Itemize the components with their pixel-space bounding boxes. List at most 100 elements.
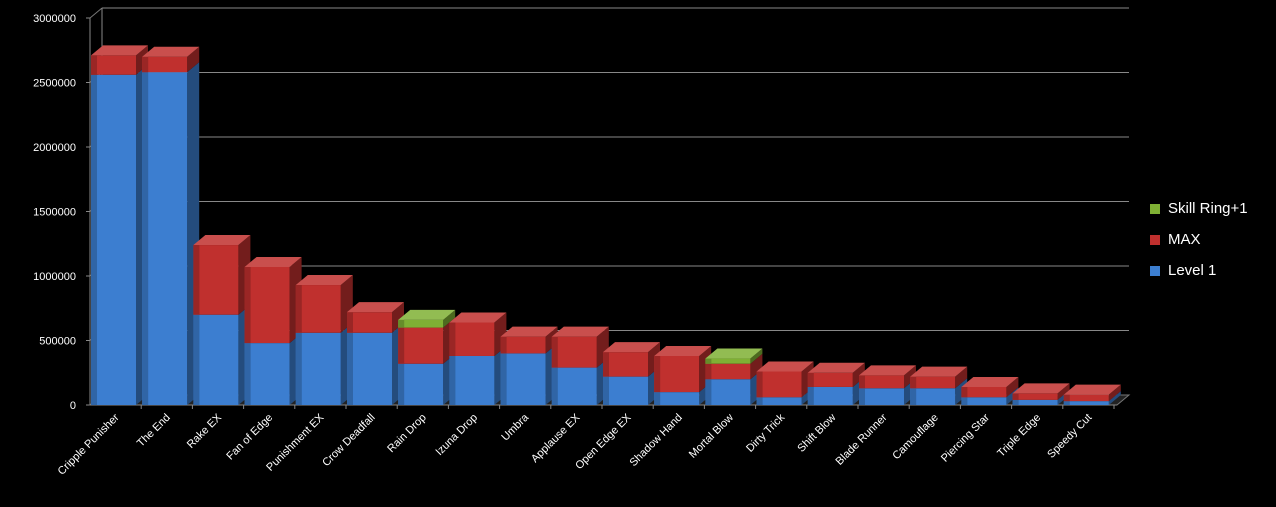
bar-shade (807, 372, 814, 387)
bar-shade (551, 367, 558, 405)
legend-label: Level 1 (1168, 262, 1217, 279)
bar-side-skill-ring-1 (443, 309, 456, 328)
bar-shade (756, 397, 763, 405)
legend-swatch (1150, 234, 1160, 245)
x-tick-label: Dirty Trick (744, 411, 787, 454)
bar-shade (449, 322, 456, 356)
bar-top-max (91, 45, 148, 56)
bar-side-skill-ring-1 (750, 348, 763, 364)
bar-shade (244, 343, 251, 405)
x-tick-label: Camouflage (890, 412, 940, 462)
bar-side-max (187, 46, 200, 73)
bar-shade (193, 245, 200, 315)
y-tick-label: 1000000 (33, 271, 76, 283)
bar-level-1 (859, 388, 904, 405)
bar-level-1 (910, 388, 956, 405)
bar-shade (756, 371, 763, 398)
bar-level-1 (1012, 399, 1058, 405)
x-tick-label: Piercing Star (939, 411, 992, 464)
x-tick-label: Izuna Drop (433, 412, 480, 459)
bar-level-1 (1063, 401, 1109, 405)
x-tick-label: Rake EX (185, 411, 225, 451)
x-tick-label: Open Edge EX (573, 411, 634, 472)
x-tick-label: Rain Drop (385, 412, 429, 456)
bar-shade (1063, 394, 1070, 402)
bar-side-max (750, 353, 763, 380)
y-tick-label: 2000000 (33, 142, 76, 154)
bar-side-max (1057, 383, 1070, 400)
bar-shade (603, 352, 609, 377)
x-tick-label: The End (135, 412, 173, 450)
bar-top-max (859, 365, 916, 376)
y-tick-labels: 0 500000 1000000 1500000 2000000 2500000 30000… (33, 13, 76, 412)
bar-shade (1012, 399, 1019, 405)
bar-top-max (910, 366, 968, 377)
x-tick-label: Speedy Cut (1045, 412, 1094, 461)
bar-top-max (449, 312, 507, 323)
bar-max (295, 285, 341, 333)
bar-side-max (545, 326, 558, 354)
bar-shade (398, 363, 405, 405)
x-tick-label: Applause EX (529, 411, 583, 465)
bar-shade (91, 74, 97, 405)
legend-swatch (1150, 265, 1160, 276)
bar-shade (654, 392, 661, 405)
bar-top-skill-ring-1 (398, 309, 456, 320)
bar-shade (398, 327, 405, 364)
legend-item-level-1: Level 1 (1150, 255, 1248, 286)
bar-level-1 (603, 376, 648, 405)
bar-side-max (852, 362, 865, 387)
bar-top-max (244, 256, 302, 267)
bar-top-max (654, 345, 712, 356)
bar-level-1 (756, 397, 802, 405)
bar-max (705, 363, 751, 380)
bar-max (910, 376, 956, 389)
legend: Skill Ring+1 MAX Level 1 (1150, 193, 1248, 286)
bar-max (859, 375, 904, 389)
bar-max (244, 266, 290, 344)
bar-level-1 (654, 392, 700, 405)
bar-level-1 (807, 386, 853, 405)
bar-shade (654, 355, 661, 393)
bar-max (91, 55, 136, 75)
bar-shade (859, 388, 865, 405)
bar-max (347, 312, 392, 333)
legend-label: Skill Ring+1 (1168, 200, 1248, 217)
x-tick-label: Shadow Hand (627, 412, 684, 469)
bar-max (603, 352, 648, 377)
bar-shade (295, 285, 302, 333)
bar-shade (705, 379, 712, 405)
bar-side-max (904, 365, 916, 389)
bar-skill-ring-1 (705, 358, 751, 364)
y-tick-label: 2500000 (33, 78, 76, 90)
legend-item-skill-ring: Skill Ring+1 (1150, 193, 1248, 224)
bar-shade (398, 319, 405, 328)
bar-top-max (756, 361, 814, 372)
bar-level-1 (449, 355, 495, 405)
bar-level-1 (347, 332, 392, 405)
bar-top-max (347, 302, 404, 313)
bar-top-max (807, 362, 865, 373)
bar-shade (859, 375, 865, 389)
bar-skill-ring-1 (398, 319, 444, 328)
x-tick-label: Umbra (499, 411, 531, 443)
bar-shade (142, 72, 149, 406)
x-tick-label: Mortal Blow (687, 412, 736, 461)
bar-max (807, 372, 853, 387)
bar-top-max (193, 235, 251, 246)
bar-side-max (1108, 384, 1121, 402)
bar-level-1 (398, 363, 444, 405)
bar-side-max (1006, 376, 1019, 398)
bar-shade (500, 336, 507, 354)
gridline-depth (89, 7, 103, 19)
x-tick-label: Blade Runner (834, 411, 890, 467)
bar-shade (1012, 393, 1019, 400)
legend-item-max: MAX (1150, 224, 1248, 255)
bar-shade (910, 388, 917, 405)
bar-max (449, 322, 495, 356)
bar-shade (193, 314, 200, 405)
bar-level-1 (91, 74, 136, 405)
y-tick-label: 3000000 (33, 13, 76, 25)
bar-shade (910, 376, 917, 389)
